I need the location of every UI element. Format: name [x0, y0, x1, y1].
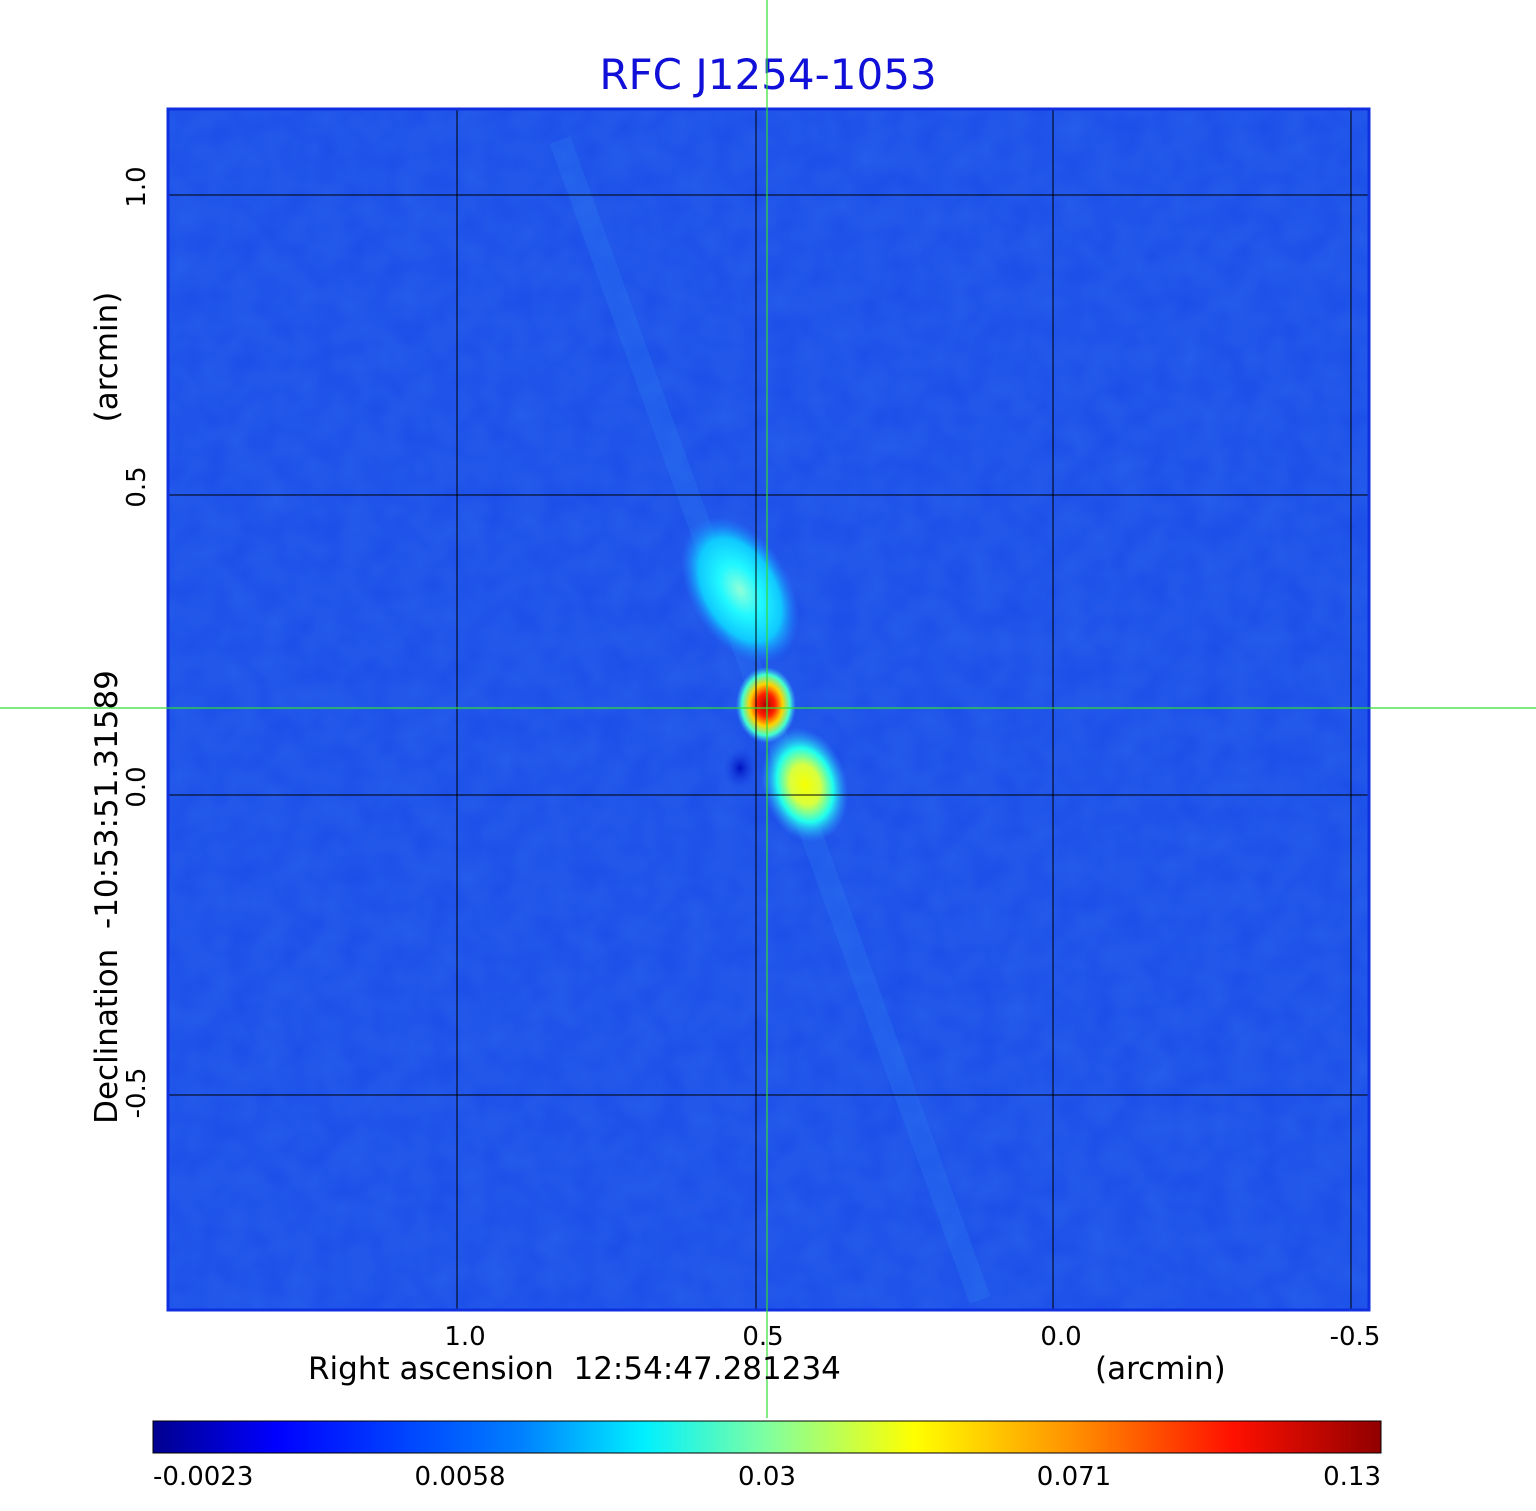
y-tick-0-5: 0.5	[122, 466, 152, 508]
colorbar-tick-3: 0.03	[738, 1462, 796, 1492]
core-component	[736, 667, 796, 743]
upper-lobe	[681, 516, 799, 664]
y-tick-1: 1.0	[122, 166, 152, 208]
colorbar-tick-5: 0.13	[1323, 1462, 1381, 1492]
y-axis-unit: (arcmin)	[89, 291, 125, 423]
coordinate-grid	[168, 109, 1369, 1310]
x-axis-unit: (arcmin)	[1095, 1351, 1226, 1387]
y-tick-0: 0.0	[122, 766, 152, 808]
x-tick-neg-0-5: -0.5	[1329, 1322, 1381, 1352]
map-frame	[166, 107, 1371, 1312]
negative-dip	[722, 746, 758, 790]
x-tick-1: 1.0	[444, 1322, 486, 1352]
x-tick-0-5: 0.5	[742, 1322, 784, 1352]
y-axis-label: Declination -10:53:51.31589	[89, 670, 125, 1124]
colorbar-tick-2: 0.0058	[414, 1462, 506, 1492]
x-axis-label: Right ascension 12:54:47.281234	[308, 1351, 841, 1387]
colorbar	[152, 1420, 1382, 1454]
lower-component	[761, 727, 849, 843]
colorbar-tick-4: 0.071	[1036, 1462, 1112, 1492]
x-tick-0: 0.0	[1040, 1322, 1082, 1352]
colorbar-tick-1: -0.0023	[153, 1462, 254, 1492]
y-tick-neg-0-5: -0.5	[122, 1067, 152, 1119]
plot-title: RFC J1254-1053	[599, 50, 937, 99]
